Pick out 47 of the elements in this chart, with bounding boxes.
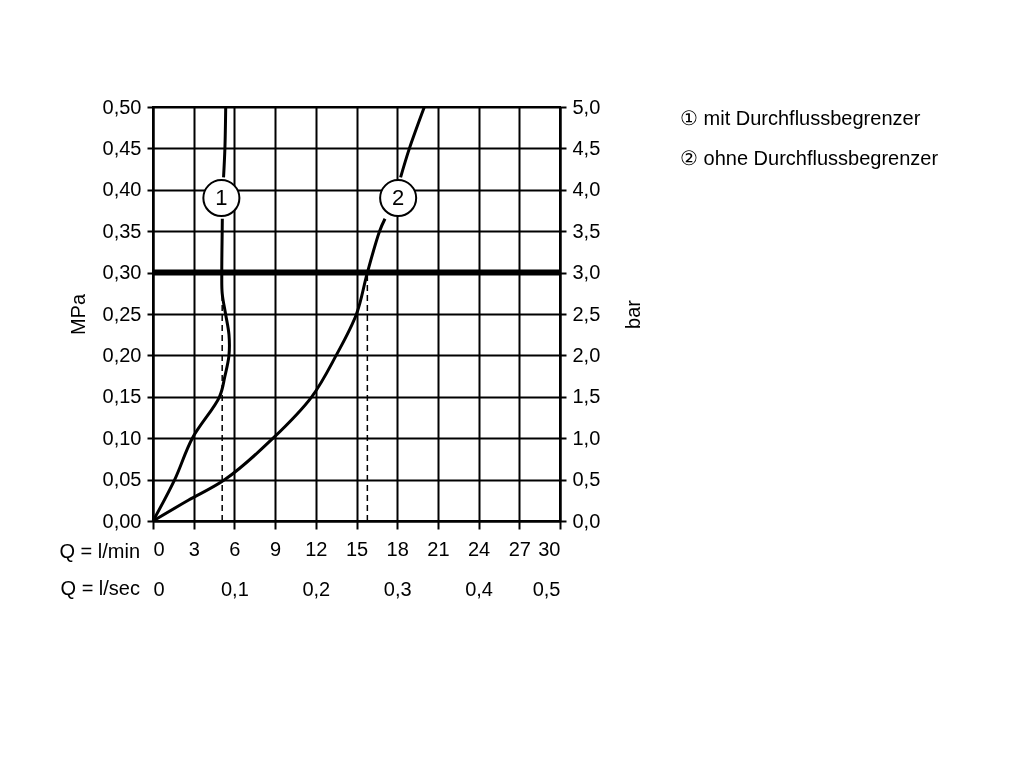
x2-axis-title: Q = l/sec	[60, 577, 140, 599]
x-axis-title: Q = l/min	[59, 540, 140, 562]
y-tick-label: 0,15	[102, 385, 142, 408]
y-tick-label: 0,40	[102, 178, 142, 201]
x-tick-label: 12	[305, 537, 328, 560]
y-tick-label: 0,35	[102, 219, 142, 242]
x2-tick-label: 0,1	[220, 577, 249, 600]
x-tick-label: 6	[229, 537, 241, 560]
x-tick-label: 30	[538, 537, 561, 560]
y2-tick-label: 3,5	[572, 219, 601, 242]
y-tick-label: 0,25	[102, 302, 142, 325]
y2-tick-label: 0,0	[572, 509, 601, 532]
y2-tick-label: 2,5	[572, 302, 601, 325]
y-tick-label: 0,05	[102, 468, 142, 491]
x-tick-label: 9	[270, 537, 282, 560]
y2-tick-label: 4,0	[572, 178, 601, 201]
text: ② ohne Durchflussbegrenzer	[680, 147, 939, 169]
text: ① mit Durchflussbegrenzer	[680, 107, 921, 129]
y-tick-label: 0,10	[102, 426, 142, 449]
y-tick-label: 0,50	[102, 95, 142, 118]
y2-tick-label: 4,5	[572, 136, 601, 159]
y-tick-label: 0,30	[102, 261, 142, 284]
y2-tick-label: 0,5	[572, 468, 601, 491]
y-tick-label: 0,45	[102, 136, 142, 159]
x-tick-label: 21	[427, 537, 450, 560]
y-tick-label: 0,00	[102, 509, 142, 532]
y2-tick-label: 1,5	[572, 385, 601, 408]
y2-tick-label: 2,0	[572, 343, 601, 366]
x2-tick-label: 0,5	[532, 577, 561, 600]
y2-tick-label: 1,0	[572, 426, 601, 449]
x-tick-label: 27	[508, 537, 531, 560]
y-axis-title: MPa	[66, 293, 89, 336]
x-tick-label: 24	[467, 537, 491, 560]
x2-tick-label: 0	[153, 577, 165, 600]
annotation: 1	[215, 185, 228, 211]
y2-tick-label: 5,0	[572, 95, 601, 118]
x-tick-label: 3	[188, 537, 200, 560]
y-tick-label: 0,20	[102, 343, 142, 366]
x-tick-label: 15	[345, 537, 369, 560]
y2-tick-label: 3,0	[572, 261, 601, 284]
annotation: 2	[392, 185, 405, 211]
x-tick-label: 0	[153, 537, 165, 560]
y2-axis-title: bar	[622, 299, 645, 329]
x2-tick-label: 0,3	[383, 577, 412, 600]
x-tick-label: 18	[386, 537, 409, 560]
x2-tick-label: 0,4	[465, 577, 494, 600]
x2-tick-label: 0,2	[302, 577, 331, 600]
